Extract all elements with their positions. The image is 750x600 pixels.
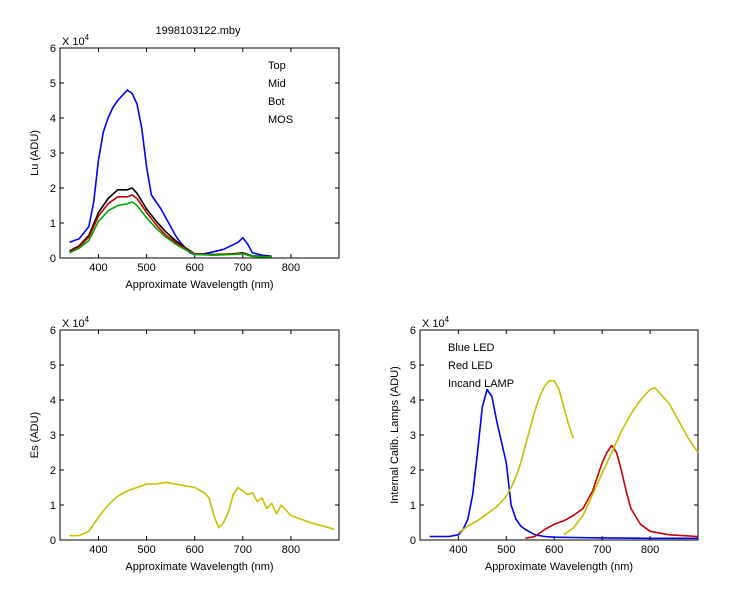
- chart-panel-calib-lamps: 0 1 2 3 4 5 6 400 500 600 700 800 X 104 Approximate W…: [389, 315, 699, 573]
- x-tick-label: 800: [641, 544, 659, 556]
- y-tick-label: 3: [50, 148, 56, 160]
- y-axis-label: Internal Calib. Lamps (ADU): [389, 366, 401, 504]
- legend-entry-bot: Bot: [268, 96, 285, 108]
- y-tick-label: 5: [410, 360, 416, 372]
- y-tick-label: 6: [50, 43, 56, 55]
- y-scale-factor: X 104: [422, 315, 450, 330]
- series-line-es: [69, 481, 335, 537]
- x-tick-label: 600: [545, 544, 563, 556]
- x-tick-label: 800: [282, 544, 300, 556]
- plot-frame: [59, 329, 340, 541]
- legend-entry-mos: MOS: [268, 114, 293, 126]
- series-line-top: [69, 187, 272, 258]
- x-axis-label: Approximate Wavelength (nm): [125, 561, 273, 573]
- y-tick-label: 5: [50, 78, 56, 90]
- x-tick-label: 500: [497, 544, 515, 556]
- y-axis-label: Es (ADU): [29, 412, 41, 458]
- y-axis-label: Lu (ADU): [29, 130, 41, 176]
- x-axis-label: Approximate Wavelength (nm): [125, 279, 273, 291]
- y-tick-label: 4: [410, 395, 416, 407]
- x-tick-label: 400: [449, 544, 467, 556]
- chart-panel-es: 0 1 2 3 4 5 6 400 500 600 700 800 X 104 Approximate W…: [29, 315, 340, 573]
- y-tick-label: 1: [50, 218, 56, 230]
- series-line-mos: [69, 89, 272, 258]
- figure-title: 1998103122.mby: [155, 25, 241, 37]
- y-tick-label: 0: [50, 253, 56, 265]
- plot-frame: [59, 47, 340, 259]
- y-tick-label: 3: [50, 430, 56, 442]
- y-tick-label: 1: [50, 500, 56, 512]
- x-axis-label: Approximate Wavelength (nm): [485, 561, 633, 573]
- x-tick-label: 600: [186, 262, 204, 274]
- y-tick-label: 2: [410, 465, 416, 477]
- y-scale-factor: X 104: [62, 315, 90, 330]
- y-tick-label: 4: [50, 395, 56, 407]
- chart-panel-lu: 0 1 2 3 4 5 6 400 500 600 700 800 X 104 Approximate W…: [29, 33, 340, 291]
- y-scale-factor: X 104: [62, 33, 90, 48]
- x-tick-label: 500: [137, 544, 155, 556]
- x-tick-label: 700: [234, 544, 252, 556]
- y-tick-label: 0: [410, 535, 416, 547]
- x-tick-label: 700: [234, 262, 252, 274]
- legend-entry-top: Top: [268, 60, 286, 72]
- x-tick-label: 700: [593, 544, 611, 556]
- legend-entry-mid: Mid: [268, 78, 286, 90]
- x-tick-label: 600: [186, 544, 204, 556]
- y-tick-label: 2: [50, 465, 56, 477]
- series-line-red-led: [525, 444, 699, 540]
- y-tick-label: 0: [50, 535, 56, 547]
- y-tick-label: 3: [410, 430, 416, 442]
- y-tick-label: 4: [50, 113, 56, 125]
- y-tick-label: 5: [50, 360, 56, 372]
- legend-entry-incand-lamp: Incand LAMP: [448, 378, 514, 390]
- x-tick-label: 500: [137, 262, 155, 274]
- x-tick-label: 800: [282, 262, 300, 274]
- series-line-bot: [69, 201, 272, 258]
- y-tick-label: 1: [410, 500, 416, 512]
- series-line-blue-led: [429, 388, 698, 540]
- series-line-incand-lamp: [457, 379, 575, 534]
- x-tick-label: 400: [89, 544, 107, 556]
- y-tick-label: 6: [50, 325, 56, 337]
- y-tick-label: 6: [410, 325, 416, 337]
- x-tick-label: 400: [89, 262, 107, 274]
- y-tick-label: 2: [50, 183, 56, 195]
- legend-entry-blue-led: Blue LED: [448, 342, 495, 354]
- series-line-incand-lamp: [563, 386, 699, 536]
- legend-entry-red-led: Red LED: [448, 360, 493, 372]
